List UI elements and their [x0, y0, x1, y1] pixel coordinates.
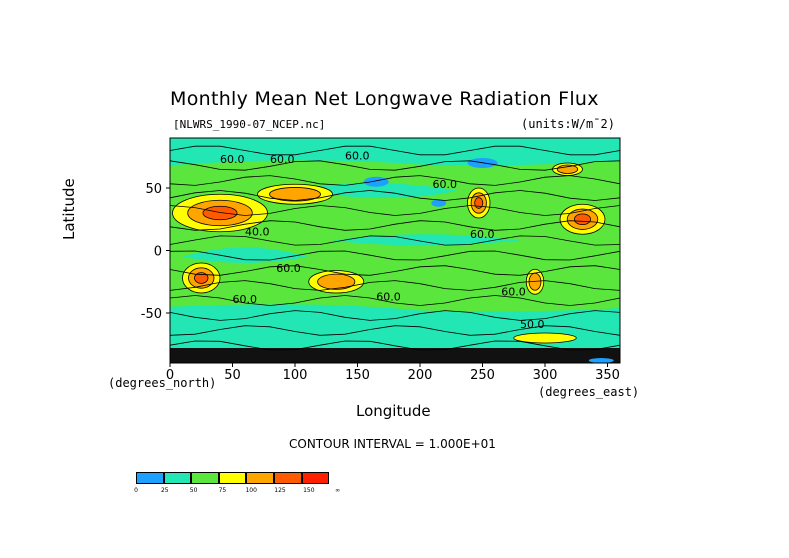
arctic-band: [170, 138, 620, 166]
x-axis-title: Longitude: [356, 402, 431, 420]
itcz-band: [332, 234, 520, 246]
colorbar-segment: [163, 472, 192, 484]
colorbar-level-label: 125: [274, 487, 286, 494]
contour-label: 50.0: [520, 318, 545, 331]
colorbar-segment: [301, 472, 330, 484]
contour-label: 60.0: [501, 286, 526, 299]
high-flux-region: [202, 205, 238, 221]
x-tick-label: 300: [533, 368, 558, 383]
contour-line: [169, 160, 621, 171]
high-flux-region: [513, 332, 577, 344]
contour-interval-label: CONTOUR INTERVAL = 1.000E+01: [289, 437, 496, 451]
contour-line: [169, 295, 621, 306]
y-tick-label: 0: [154, 245, 162, 260]
x-tick-label: 350: [595, 368, 620, 383]
y-tick-label: -50: [141, 307, 162, 322]
colorbar-segment: [191, 472, 219, 484]
contour-line: [169, 265, 621, 276]
colorbar-level-label: 150: [303, 487, 315, 494]
y-axis-title: Latitude: [60, 178, 78, 240]
colorbar-level-label: 75: [218, 487, 227, 494]
low-flux-patch: [363, 176, 389, 187]
x-axis-unit-label: (degrees_east): [538, 385, 640, 399]
colorbar-segment: [273, 472, 302, 484]
colorbar-level-label: 0: [134, 487, 138, 494]
y-tick-label: 50: [145, 182, 162, 197]
colorbar-level-label: 25: [160, 487, 169, 494]
contour-label: 60.0: [470, 228, 495, 241]
contour-label: 60.0: [270, 153, 295, 166]
contour-line: [169, 250, 621, 261]
colorbar-level-label: 100: [245, 487, 257, 494]
colorbar-level-label: ∞: [335, 487, 341, 494]
contour-label: 60.0: [220, 153, 245, 166]
colorbar-segment: [136, 472, 164, 484]
high-flux-region: [556, 164, 579, 174]
contour-label: 60.0: [433, 178, 458, 191]
contour-line: [169, 280, 621, 291]
colorbar-level-label: 50: [189, 487, 198, 494]
contour-label: 60.0: [376, 291, 401, 304]
antarctic-contours: [170, 348, 620, 363]
colorbar-segment: [246, 472, 274, 484]
file-label: [NLWRS_1990-07_NCEP.nc]: [173, 118, 326, 131]
units-label: (units:W/m¯2): [521, 117, 615, 131]
x-tick-label: 0: [166, 368, 174, 383]
low-flux-patch: [431, 199, 447, 207]
x-tick-label: 50: [224, 368, 241, 383]
north-pacific-band: [295, 183, 458, 198]
low-flux-patch: [588, 358, 614, 363]
contour-line: [169, 190, 621, 201]
high-flux-region: [574, 213, 592, 226]
contour-line: [169, 220, 621, 231]
y-axis-unit-label: (degrees_north): [108, 376, 217, 390]
contour-line: [169, 310, 621, 321]
contour-line: [169, 235, 621, 246]
chart-title: Monthly Mean Net Longwave Radiation Flux: [170, 88, 599, 110]
high-flux-region: [269, 187, 321, 202]
contour-line: [169, 175, 621, 186]
x-tick-label: 200: [408, 368, 433, 383]
contour-line: [169, 325, 621, 336]
x-tick-label: 150: [345, 368, 370, 383]
contour-line: [169, 340, 621, 351]
contour-label: 40.0: [245, 226, 270, 239]
contour-line: [169, 205, 621, 216]
x-tick-label: 250: [470, 368, 495, 383]
high-flux-region: [317, 273, 356, 290]
x-tick-label: 100: [283, 368, 308, 383]
colorbar-labels: 0 25 50 75 100 125 150 ∞: [134, 487, 346, 497]
contour-label: 60.0: [345, 149, 370, 162]
colorbar: [136, 472, 330, 484]
contour-label: 60.0: [233, 293, 258, 306]
contour-line: [169, 145, 621, 156]
high-flux-region: [194, 272, 209, 284]
colorbar-segment: [218, 472, 247, 484]
contour-label: 60.0: [276, 262, 301, 275]
